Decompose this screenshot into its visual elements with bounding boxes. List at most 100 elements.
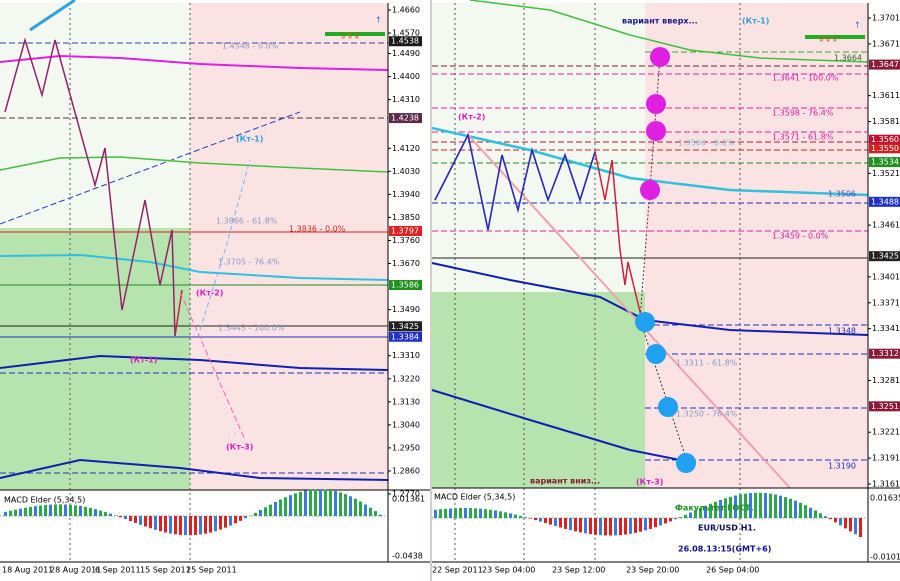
histogram-bar <box>214 516 217 532</box>
histogram-bar <box>14 509 17 516</box>
histogram-bar <box>329 489 332 516</box>
price-marker-label: 1.3560 <box>871 135 899 144</box>
histogram-bar <box>434 509 437 518</box>
histogram-bar <box>184 516 187 536</box>
chart-shape <box>431 389 691 463</box>
histogram-bar <box>274 501 277 516</box>
histogram-bar <box>319 489 322 516</box>
histogram-bar <box>829 518 832 520</box>
histogram-bar <box>34 506 37 516</box>
price-marker-label: 1.3647 <box>871 60 899 69</box>
chart-shape <box>645 3 868 488</box>
chart-shape <box>434 132 596 231</box>
histogram-bar <box>44 504 47 516</box>
histogram-bar <box>659 518 662 526</box>
histogram-bar <box>189 516 192 536</box>
histogram-bar <box>369 507 372 516</box>
histogram-bar <box>224 516 227 528</box>
price-label: 1.4120 <box>392 144 420 153</box>
histogram-bar <box>694 510 697 518</box>
chart-shape <box>432 292 645 488</box>
histogram-bar <box>754 492 757 518</box>
chart-shape <box>469 0 869 63</box>
fib-label: 1.3571 - 61.8% <box>772 133 834 142</box>
histogram-bar <box>469 508 472 518</box>
price-label: 1.3040 <box>392 420 420 429</box>
chart-shape <box>658 397 678 417</box>
histogram-bar <box>554 518 557 527</box>
right-chart: ⇓⇓⇓ ↑ MACD Elder (5,34,5) 0.01635 -0.010… <box>430 0 900 581</box>
histogram-bar <box>4 511 7 516</box>
histogram-bar <box>564 518 567 529</box>
price-label: 1.4400 <box>392 72 420 81</box>
histogram-bar <box>489 509 492 518</box>
histogram-bar <box>99 510 102 516</box>
price-marker-label: 1.3251 <box>871 402 899 411</box>
macd-title: MACD Elder (5,34,5) <box>434 493 515 502</box>
histogram-bar <box>794 500 797 518</box>
histogram-bar <box>59 504 62 516</box>
histogram-bar <box>209 516 212 533</box>
fib-label: 1.3250 - 76.4% <box>676 410 738 419</box>
histogram-bar <box>284 497 287 516</box>
fib-label: 1.3598 - 76.4% <box>772 109 834 118</box>
price-marker-label: 1.3488 <box>871 197 899 206</box>
histogram-bar <box>344 494 347 516</box>
price-label: 1.3461 <box>872 221 900 230</box>
histogram-bar <box>29 506 32 516</box>
price-marker-label: 1.3797 <box>391 227 419 236</box>
date-label: 28 Aug 2011 <box>50 566 101 575</box>
price-label: 1.3490 <box>392 305 420 314</box>
histogram-bar <box>134 516 137 523</box>
histogram-bar <box>594 518 597 535</box>
price-label: 1.3850 <box>392 213 420 222</box>
histogram-bar <box>654 518 657 528</box>
histogram-bar <box>9 510 12 516</box>
histogram-bar <box>724 498 727 518</box>
histogram-bar <box>474 508 477 518</box>
date-label: 22 Sep 2011 <box>432 566 483 575</box>
price-marker <box>389 321 422 332</box>
date-label: 25 Sep 2011 <box>186 566 237 575</box>
histogram-bar <box>544 518 547 524</box>
histogram-bar <box>49 504 52 516</box>
chart-shape <box>430 0 432 581</box>
histogram-bar <box>79 505 82 516</box>
price-label: 1.2860 <box>392 466 420 475</box>
level-label: 1.3190 <box>828 462 856 471</box>
histogram-bar <box>159 516 162 532</box>
histogram-bar <box>169 516 172 534</box>
level-label: 1.3348 <box>828 327 856 336</box>
histogram-bar <box>124 516 127 520</box>
price-label: 1.3760 <box>392 236 420 245</box>
left-chart: ⇓⇓⇓ ↑ MACD Elder (5,34,5) 0.01361 -0.043… <box>0 0 430 581</box>
price-marker-label: 1.4538 <box>391 37 419 46</box>
histogram-bar <box>639 518 642 532</box>
chart-shape <box>650 47 670 67</box>
price-marker <box>389 113 422 124</box>
histogram-bar <box>804 505 807 518</box>
fib-label: 1.3311 - 61.8% <box>676 359 738 368</box>
histogram-bar <box>749 493 752 518</box>
price-marker <box>389 36 422 47</box>
fib-label: 1.3836 - 0.0% <box>289 225 346 234</box>
histogram-bar <box>89 507 92 516</box>
histogram-bar <box>619 518 622 536</box>
histogram-bar <box>584 518 587 534</box>
histogram-bar <box>579 518 582 533</box>
histogram-bar <box>444 508 447 518</box>
histogram-bar <box>734 495 737 518</box>
histogram-bar <box>789 498 792 518</box>
histogram-bar <box>179 516 182 535</box>
date-label: 23 Sep 20:00 <box>626 566 679 575</box>
date-label: 15 Sep 2011 <box>140 566 191 575</box>
histogram-bar <box>704 505 707 518</box>
date-label: 23 Sep 04:00 <box>482 566 535 575</box>
histogram-bar <box>484 509 487 518</box>
price-marker <box>869 143 900 154</box>
price-marker <box>389 280 422 291</box>
histogram-bar <box>684 514 687 518</box>
level-label: 1.3506 <box>828 190 856 199</box>
histogram-bar <box>714 501 717 518</box>
